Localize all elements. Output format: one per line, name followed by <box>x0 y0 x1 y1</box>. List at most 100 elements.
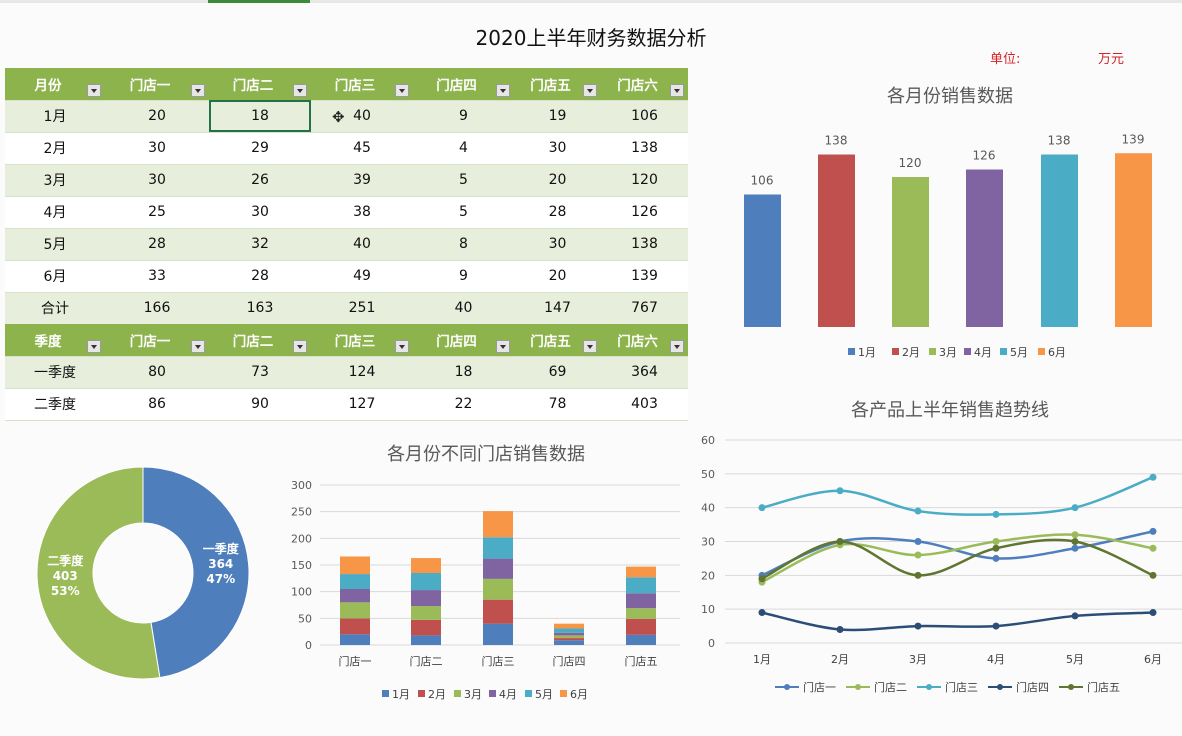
data-point[interactable] <box>992 554 1000 562</box>
table-cell[interactable]: 124 <box>311 356 413 389</box>
table-cell[interactable]: 69 <box>514 356 601 389</box>
stack-segment-5月[interactable] <box>554 628 584 633</box>
stack-segment-6月[interactable] <box>483 511 513 538</box>
table-cell[interactable]: 19 <box>514 100 601 133</box>
data-point[interactable] <box>1149 609 1157 617</box>
line-门店五[interactable] <box>761 538 1154 580</box>
table-cell[interactable]: 166 <box>105 292 209 325</box>
stack-segment-6月[interactable] <box>554 623 584 629</box>
filter-dropdown-icon[interactable] <box>395 339 409 353</box>
bar-6月[interactable] <box>1115 153 1152 327</box>
table-cell[interactable]: 767 <box>601 292 688 325</box>
stack-segment-6月[interactable] <box>626 566 656 578</box>
filter-dropdown-icon[interactable] <box>395 83 409 97</box>
table-cell[interactable]: 6月 <box>5 260 105 293</box>
stack-segment-4月[interactable] <box>626 593 656 609</box>
donut-slice-一季度[interactable] <box>142 466 250 679</box>
column-header-4[interactable]: 门店四 <box>413 324 514 357</box>
bar-3月[interactable] <box>892 177 929 327</box>
data-point[interactable] <box>914 622 922 630</box>
column-header-2[interactable]: 门店二 <box>209 68 311 101</box>
table-cell[interactable]: 8 <box>413 228 514 261</box>
table-cell[interactable]: 139 <box>601 260 688 293</box>
data-point[interactable] <box>1071 504 1079 512</box>
table-cell[interactable]: 9 <box>413 260 514 293</box>
table-cell[interactable]: 5月 <box>5 228 105 261</box>
table-cell[interactable]: 3月 <box>5 164 105 197</box>
column-header-4[interactable]: 门店四 <box>413 68 514 101</box>
stack-segment-3月[interactable] <box>411 606 441 620</box>
table-cell[interactable]: 20 <box>514 164 601 197</box>
column-header-0[interactable]: 季度 <box>5 324 105 357</box>
stack-segment-4月[interactable] <box>411 590 441 607</box>
stack-segment-5月[interactable] <box>340 574 370 589</box>
column-header-3[interactable]: 门店三 <box>311 68 413 101</box>
filter-dropdown-icon[interactable] <box>293 83 307 97</box>
column-header-5[interactable]: 门店五 <box>514 324 601 357</box>
stack-segment-3月[interactable] <box>340 602 370 619</box>
column-header-1[interactable]: 门店一 <box>105 324 209 357</box>
table-cell[interactable]: 49 <box>311 260 413 293</box>
monthly-data-table[interactable]: 月份 门店一 门店二 门店三 门店四 门店五 门店六 1月 20 18 40 9 19 106 2月 30 2… <box>5 68 688 325</box>
table-cell[interactable]: 73 <box>209 356 311 389</box>
stack-segment-3月[interactable] <box>554 635 584 639</box>
data-point[interactable] <box>1149 473 1157 481</box>
store-stacked-bar-chart[interactable]: 各月份不同门店销售数据 0 50 100 150 200 250 300 门店一 门店二 门店三 门店… <box>280 425 700 715</box>
table-cell[interactable]: 一季度 <box>5 356 105 389</box>
table-cell[interactable]: 30 <box>209 196 311 229</box>
table-cell[interactable]: 30 <box>105 164 209 197</box>
data-point[interactable] <box>992 622 1000 630</box>
stack-segment-6月[interactable] <box>411 558 441 573</box>
table-cell[interactable]: 20 <box>105 100 209 133</box>
table-cell[interactable]: 147 <box>514 292 601 325</box>
filter-dropdown-icon[interactable] <box>191 83 205 97</box>
table-cell[interactable]: 33 <box>105 260 209 293</box>
table-cell[interactable]: 32 <box>209 228 311 261</box>
data-point[interactable] <box>758 504 766 512</box>
filter-dropdown-icon[interactable] <box>293 339 307 353</box>
table-cell[interactable]: 5 <box>413 164 514 197</box>
table-cell[interactable]: 40 <box>311 100 413 133</box>
stack-segment-2月[interactable] <box>626 618 656 635</box>
column-header-6[interactable]: 门店六 <box>601 324 688 357</box>
data-point[interactable] <box>1149 571 1157 579</box>
column-header-6[interactable]: 门店六 <box>601 68 688 101</box>
data-point[interactable] <box>992 538 1000 545</box>
stack-segment-4月[interactable] <box>554 632 584 636</box>
filter-dropdown-icon[interactable] <box>87 339 101 353</box>
table-cell[interactable]: 30 <box>514 132 601 165</box>
stack-segment-5月[interactable] <box>483 537 513 559</box>
table-cell[interactable]: 138 <box>601 132 688 165</box>
monthly-sales-bar-chart[interactable]: 各月份销售数据 106 138 120 126 138 139 1月 2月 3月 4月 5月 6月 <box>700 70 1180 370</box>
donut-slice-二季度[interactable] <box>36 466 161 680</box>
table-cell[interactable]: 106 <box>601 100 688 133</box>
data-point[interactable] <box>914 507 922 515</box>
stack-segment-1月[interactable] <box>340 634 370 645</box>
filter-dropdown-icon[interactable] <box>670 83 684 97</box>
column-header-3[interactable]: 门店三 <box>311 324 413 357</box>
table-cell[interactable]: 86 <box>105 388 209 421</box>
table-cell[interactable]: 28 <box>105 228 209 261</box>
table-cell[interactable]: 1月 <box>5 100 105 133</box>
filter-dropdown-icon[interactable] <box>670 339 684 353</box>
table-cell[interactable]: 22 <box>413 388 514 421</box>
table-cell[interactable]: 403 <box>601 388 688 421</box>
data-point[interactable] <box>1071 612 1079 620</box>
table-cell[interactable]: 28 <box>209 260 311 293</box>
table-cell[interactable]: 4月 <box>5 196 105 229</box>
stack-segment-1月[interactable] <box>626 634 656 645</box>
data-point[interactable] <box>1149 527 1157 535</box>
data-point[interactable] <box>1071 544 1079 552</box>
table-cell[interactable]: 90 <box>209 388 311 421</box>
table-cell[interactable]: 40 <box>311 228 413 261</box>
stack-segment-2月[interactable] <box>340 618 370 635</box>
data-point[interactable] <box>1071 538 1079 545</box>
bar-2月[interactable] <box>818 154 855 328</box>
data-point[interactable] <box>836 625 844 633</box>
table-cell[interactable]: 26 <box>209 164 311 197</box>
quarter-data-table[interactable]: 季度 门店一 门店二 门店三 门店四 门店五 门店六 一季度 80 73 124 18 69 364 二季… <box>5 324 688 421</box>
table-cell[interactable]: 30 <box>105 132 209 165</box>
table-cell[interactable]: 4 <box>413 132 514 165</box>
